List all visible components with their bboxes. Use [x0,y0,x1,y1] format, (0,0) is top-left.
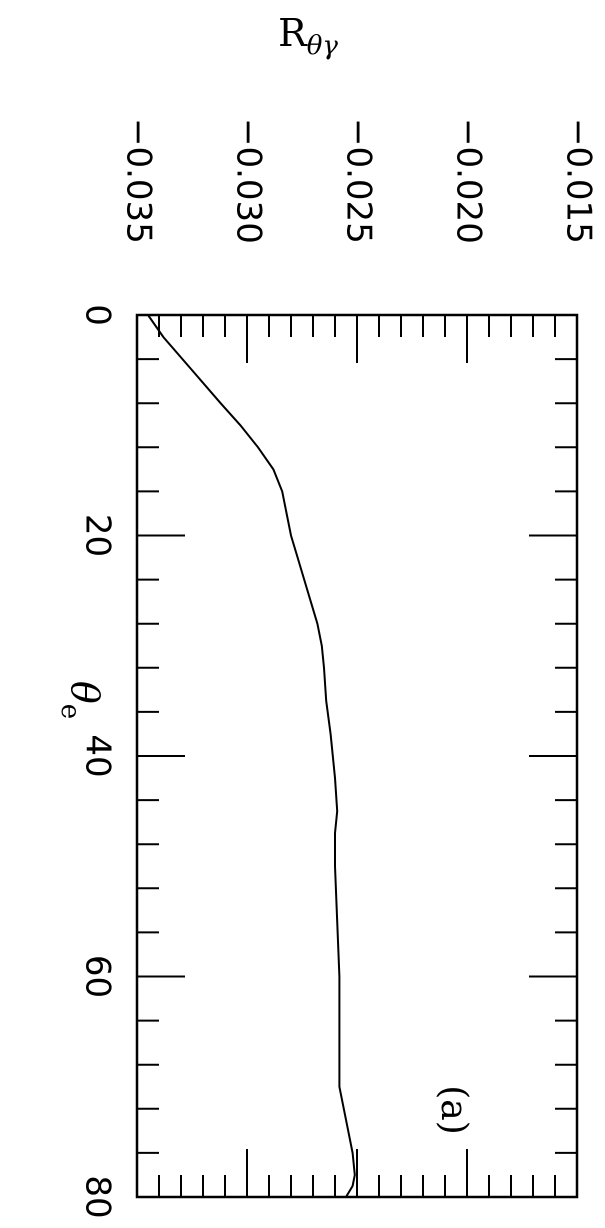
x-tick-label: 40 [78,734,118,777]
axis-tick-labels: 0 20 40 60 80 −0.035 −0.030 −0.025 −0.020 −0.015 [78,118,599,1219]
y-axis-label: Rθγ [278,11,338,61]
y-tick-label: −0.035 [119,118,159,244]
y-axis-label-main: R [278,11,308,55]
x-tick-label: 80 [78,1175,118,1218]
x-axis-label-sub: e [55,704,85,719]
plot-frame [135,313,579,1199]
x-axis-label-main: θ [63,681,107,704]
y-axis-label-sub: θγ [307,31,339,61]
x-axis-label-group: θe [55,681,107,719]
y-tick-label: −0.030 [229,118,269,244]
y-tick-label: −0.015 [559,118,599,244]
x-tick-label: 60 [78,955,118,998]
x-tick-label: 0 [78,304,118,326]
panel-label-group: (a) [433,1085,474,1135]
x-tick-label: 20 [78,514,118,557]
y-tick-label: −0.020 [449,118,489,244]
y-tick-label: −0.025 [339,118,379,244]
x-axis-label: θe [55,681,107,719]
axis-ticks [137,315,577,1197]
series-line [147,314,356,1198]
panel-label: (a) [433,1085,474,1135]
